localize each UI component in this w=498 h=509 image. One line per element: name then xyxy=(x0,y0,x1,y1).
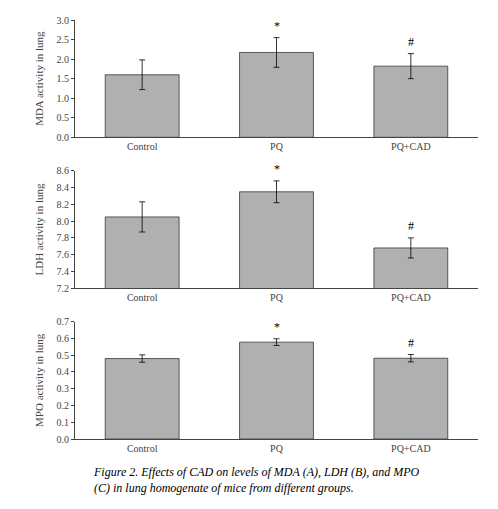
svg-text:PQ+CAD: PQ+CAD xyxy=(391,292,431,303)
svg-text:#: # xyxy=(408,35,414,49)
svg-text:0.7: 0.7 xyxy=(57,316,70,327)
svg-text:0.4: 0.4 xyxy=(57,366,70,377)
svg-text:#: # xyxy=(408,219,414,233)
svg-text:#: # xyxy=(408,336,414,350)
svg-text:*: * xyxy=(274,19,280,33)
svg-text:2.5: 2.5 xyxy=(57,34,70,45)
svg-text:0.0: 0.0 xyxy=(57,434,70,445)
svg-text:7.6: 7.6 xyxy=(57,249,70,260)
svg-text:Control: Control xyxy=(127,443,158,454)
svg-text:Figure 2. Effects of CAD on le: Figure 2. Effects of CAD on levels of MD… xyxy=(93,465,420,495)
svg-text:8.4: 8.4 xyxy=(57,182,70,193)
svg-text:PQ: PQ xyxy=(270,443,284,454)
svg-text:8.2: 8.2 xyxy=(57,199,70,210)
svg-text:LDH activity in lung: LDH activity in lung xyxy=(33,183,45,275)
svg-text:0.2: 0.2 xyxy=(57,400,70,411)
svg-text:Control: Control xyxy=(127,292,158,303)
svg-text:0.0: 0.0 xyxy=(57,132,70,143)
svg-text:MPO activity in lung: MPO activity in lung xyxy=(33,333,45,427)
svg-text:1.5: 1.5 xyxy=(57,73,70,84)
svg-text:0.1: 0.1 xyxy=(57,417,70,428)
svg-text:0.5: 0.5 xyxy=(57,350,70,361)
svg-text:7.4: 7.4 xyxy=(57,266,70,277)
svg-text:PQ: PQ xyxy=(270,292,284,303)
svg-text:1.0: 1.0 xyxy=(57,93,70,104)
svg-text:0.6: 0.6 xyxy=(57,333,70,344)
svg-text:3.0: 3.0 xyxy=(57,15,70,26)
svg-text:7.8: 7.8 xyxy=(57,232,70,243)
svg-text:0.5: 0.5 xyxy=(57,112,70,123)
svg-text:*: * xyxy=(274,320,280,334)
svg-text:PQ: PQ xyxy=(270,141,284,152)
svg-text:8.6: 8.6 xyxy=(57,165,70,176)
svg-text:PQ+CAD: PQ+CAD xyxy=(391,443,431,454)
svg-text:*: * xyxy=(274,162,280,176)
svg-text:MDA activity in lung: MDA activity in lung xyxy=(33,31,45,126)
svg-text:PQ+CAD: PQ+CAD xyxy=(391,141,431,152)
svg-text:7.2: 7.2 xyxy=(57,283,70,294)
svg-text:0.3: 0.3 xyxy=(57,383,70,394)
svg-text:2.0: 2.0 xyxy=(57,54,70,65)
svg-text:Control: Control xyxy=(127,141,158,152)
svg-text:8.0: 8.0 xyxy=(57,216,70,227)
